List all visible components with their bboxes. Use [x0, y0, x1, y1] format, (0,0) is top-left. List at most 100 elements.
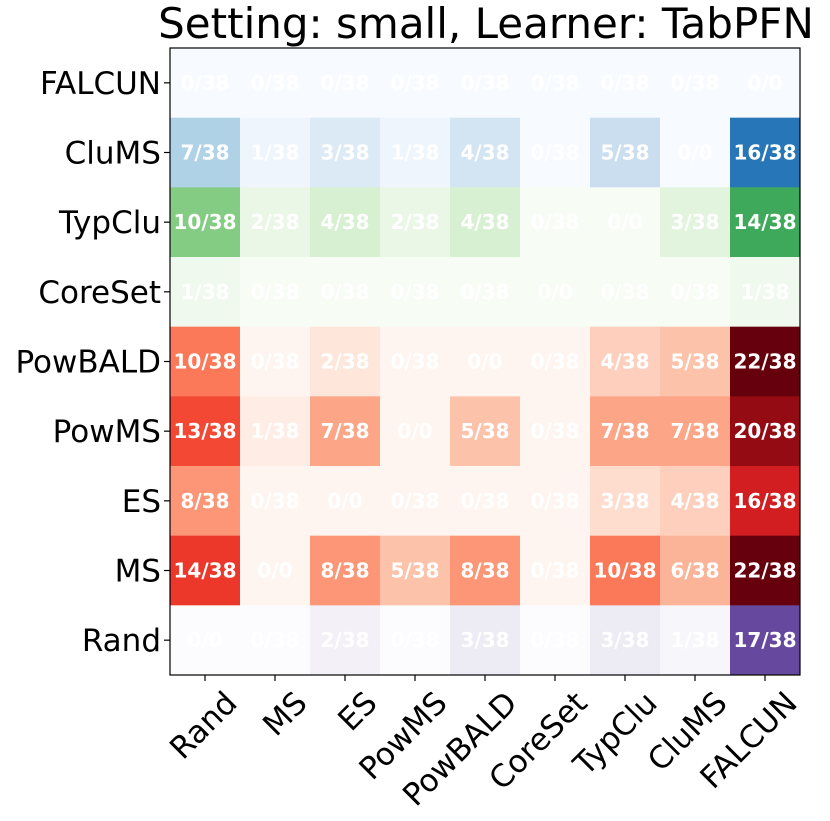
x-axis: Rand MS ESPowMSPowBALDCoreSetTypCluCluMSFA… [163, 675, 805, 813]
cell-value-label: 0/38 [530, 210, 579, 234]
cell-value-label: 0/0 [397, 419, 432, 443]
cell-value-label: 7/38 [320, 419, 369, 443]
cell-value-label: 1/38 [390, 141, 439, 165]
heatmap-cell [520, 466, 591, 537]
cell-value-label: 1/38 [670, 628, 719, 652]
cell-value-label: 8/38 [320, 559, 369, 583]
x-tick-label: ES [331, 685, 384, 738]
heatmap-cell [450, 466, 521, 537]
heatmap-cell [240, 535, 311, 606]
heatmap-cell [380, 117, 451, 188]
heatmap-cell [450, 326, 521, 397]
heatmap-cell [660, 326, 731, 397]
cell-value-label: 0/0 [187, 628, 222, 652]
heatmap-cell [450, 117, 521, 188]
heatmap-cell [660, 396, 731, 467]
heatmap-cell [170, 535, 241, 606]
cell-value-label: 16/38 [734, 141, 797, 165]
cell-value-label: 1/38 [250, 419, 299, 443]
cell-value-label: 0/38 [320, 71, 369, 95]
heatmap-cell [240, 48, 311, 119]
cell-value-label: 0/38 [390, 628, 439, 652]
cell-value-label: 3/38 [320, 141, 369, 165]
heatmap-cell [310, 48, 381, 119]
heatmap-cell [730, 326, 801, 397]
heatmap-cell [730, 117, 801, 188]
y-tick-label: Rand [82, 623, 161, 659]
cell-value-label: 10/38 [174, 350, 237, 374]
cell-value-label: 0/38 [530, 71, 579, 95]
heatmap-cell [170, 396, 241, 467]
heatmap-cell [450, 605, 521, 676]
cell-value-label: 6/38 [670, 559, 719, 583]
heatmap-cell [310, 605, 381, 676]
heatmap-cell [590, 396, 661, 467]
heatmap-cell [590, 187, 661, 258]
cell-value-label: 0/38 [250, 280, 299, 304]
y-tick-label: CluMS [65, 136, 161, 172]
heatmap-cell [520, 117, 591, 188]
cell-value-label: 0/38 [180, 71, 229, 95]
cell-value-label: 20/38 [734, 419, 797, 443]
heatmap-cell [590, 535, 661, 606]
heatmap-cell [310, 187, 381, 258]
cell-value-label: 2/38 [390, 210, 439, 234]
heatmap-cell [450, 48, 521, 119]
cell-value-label: 0/38 [460, 71, 509, 95]
heatmap-cell [240, 257, 311, 328]
cell-value-label: 10/38 [174, 210, 237, 234]
cell-value-label: 0/38 [390, 280, 439, 304]
cell-value-label: 7/38 [180, 141, 229, 165]
cell-value-label: 5/38 [670, 350, 719, 374]
heatmap-cell [730, 466, 801, 537]
heatmap-cell [450, 535, 521, 606]
cell-value-label: 1/38 [740, 280, 789, 304]
cell-value-label: 0/38 [600, 71, 649, 95]
heatmap-cell [730, 187, 801, 258]
cell-value-label: 0/0 [257, 559, 292, 583]
cell-value-label: 0/38 [390, 489, 439, 513]
cell-value-label: 0/0 [467, 350, 502, 374]
heatmap-cell [730, 257, 801, 328]
cell-value-label: 0/0 [537, 280, 572, 304]
heatmap-cell [240, 117, 311, 188]
cell-value-label: 22/38 [734, 559, 797, 583]
cell-value-label: 0/0 [607, 210, 642, 234]
cell-value-label: 0/38 [390, 71, 439, 95]
cell-value-label: 13/38 [174, 419, 237, 443]
cell-value-label: 0/38 [460, 280, 509, 304]
heatmap-cell [590, 48, 661, 119]
cell-value-label: 2/38 [320, 628, 369, 652]
cell-value-label: 2/38 [250, 210, 299, 234]
heatmap-cell [660, 48, 731, 119]
y-tick-label: PowBALD [15, 345, 161, 381]
heatmap-cell [170, 117, 241, 188]
y-axis: FALCUN CluMS TypClu CoreSet PowBALD PowMS ES MS… [15, 66, 170, 659]
cell-value-label: 0/0 [677, 141, 712, 165]
cell-value-label: 3/38 [600, 489, 649, 513]
cell-value-label: 0/38 [460, 489, 509, 513]
cell-value-label: 4/38 [320, 210, 369, 234]
heatmap-cell [240, 605, 311, 676]
heatmap-cell [240, 187, 311, 258]
cell-value-label: 0/38 [320, 280, 369, 304]
heatmap-cell [660, 535, 731, 606]
heatmap-cell [310, 396, 381, 467]
cell-value-label: 0/38 [530, 559, 579, 583]
heatmap-cell [730, 48, 801, 119]
heatmap-cell [590, 257, 661, 328]
cell-value-label: 16/38 [734, 489, 797, 513]
heatmap-cell [310, 326, 381, 397]
cell-value-label: 4/38 [460, 141, 509, 165]
heatmap-cell [240, 396, 311, 467]
heatmap-cell [170, 605, 241, 676]
heatmap-cells: 0/38 0/38 0/38 0/38 0/38 0/38 0/38 0/38 0/0 7/38 1… [170, 48, 801, 676]
heatmap-cell [520, 326, 591, 397]
heatmap-cell [380, 396, 451, 467]
cell-value-label: 5/38 [460, 419, 509, 443]
heatmap-cell [170, 48, 241, 119]
heatmap-cell [170, 326, 241, 397]
heatmap-cell [240, 326, 311, 397]
cell-value-label: 14/38 [174, 559, 237, 583]
